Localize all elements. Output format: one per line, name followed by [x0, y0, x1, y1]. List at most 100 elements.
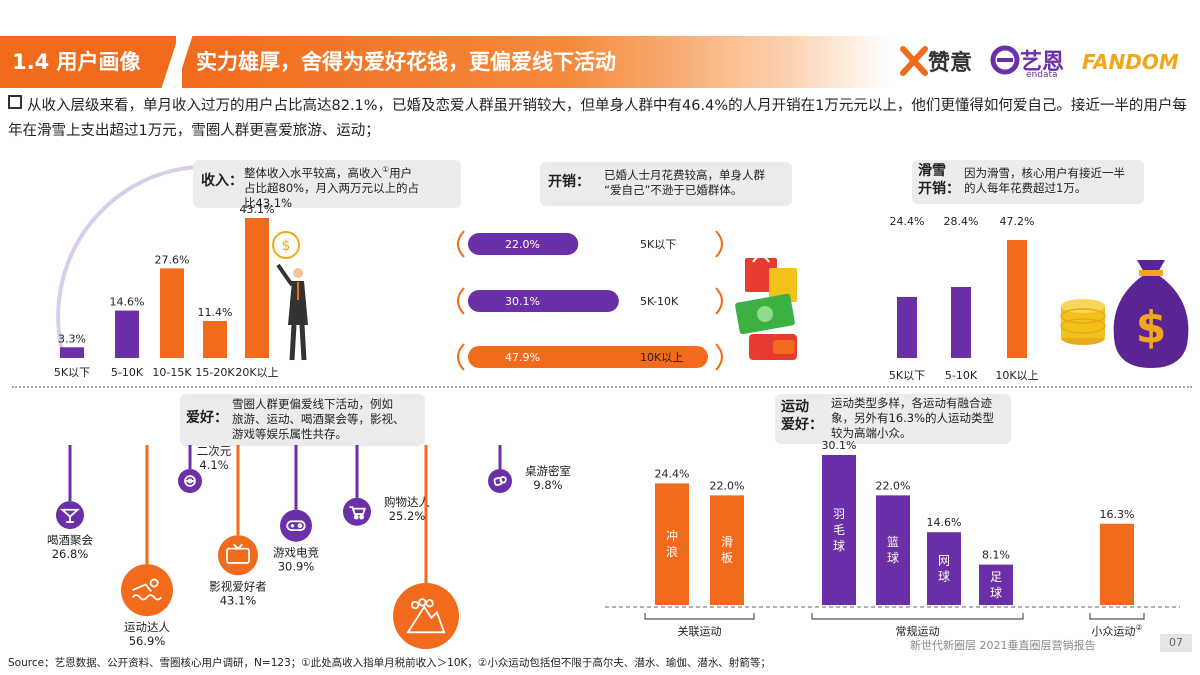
travel-icon [406, 598, 446, 634]
logo-endata: 艺恩 endata [990, 44, 1064, 80]
income-note-line3: 比43.1% [244, 195, 293, 210]
sport-category-char-2-2: 球 [833, 539, 845, 553]
income-bar-2 [160, 268, 184, 358]
hobby-value-label-3: 43.1% [220, 593, 257, 607]
ski-category-label-0: 5K以下 [889, 369, 925, 382]
ski-bar-1 [951, 287, 971, 358]
spend-bar-2 [468, 346, 708, 368]
money-bag-icon: $ [1060, 260, 1189, 368]
income-note-sup: ① [382, 165, 390, 174]
hobby-value-label-4: 30.9% [278, 560, 315, 574]
cart-icon [349, 506, 366, 520]
hobby-circle-0 [56, 501, 84, 530]
ski-note-line1: 因为滑雪，核心用户有接近一半 [964, 166, 1125, 180]
sport-bar-1 [710, 495, 744, 605]
hobby-circle-4 [280, 509, 312, 542]
businessman-icon: $ [272, 231, 308, 361]
sport-category-char-4-0: 网 [938, 554, 950, 568]
sport-group-sup-2: ② [1135, 623, 1142, 632]
income-category-label-3: 15-20K [195, 366, 235, 379]
sport-value-label-3: 22.0% [876, 479, 911, 492]
sport-group-bracket-0 [644, 613, 755, 620]
spend-category-label-1: 5K-10K [640, 295, 679, 308]
income-bar-3 [203, 320, 227, 358]
report-name: 新世代新圈层 2021垂直圈层营销报告 [910, 639, 1096, 652]
sport-category-char-1-0: 滑 [721, 535, 733, 549]
spend-note-head: 开销： [548, 174, 590, 190]
ski-note-head1: 滑雪 [918, 163, 946, 179]
sport-category-char-3-1: 球 [887, 551, 899, 565]
income-category-label-1: 5-10K [111, 366, 144, 379]
sport-category-char-4-1: 球 [938, 570, 950, 584]
gamepad-icon [286, 520, 306, 532]
sport-note-body: 运动类型多样，各运动有融合迹 象，另外有16.3%的人运动类型 较为高端小众。 [831, 396, 994, 441]
income-value-label-1: 14.6% [110, 296, 145, 309]
spend-bracket-left-0 [457, 230, 465, 258]
income-chart: 3.3% 5K以下 14.6% 5-10K 27.6% 10-15K 11.4% 15-20K… [54, 205, 279, 379]
spend-note-line2: “爱自己”不逊于已婚群体。 [604, 183, 743, 197]
spend-bracket-right-2 [715, 343, 723, 371]
logo-endata-sub: endata [1026, 70, 1058, 80]
logo-zanyi: 赞意 [900, 44, 972, 80]
income-note: 收入： 整体收入水平较高，高收入①用户 占比超80%，月入两万元以上的占 比43… [193, 160, 461, 210]
sport-note-head2: 爱好： [781, 417, 823, 433]
anime-icon [184, 475, 196, 487]
spend-value-label-1: 30.1% [505, 295, 540, 308]
sport-note: 运动 爱好： 运动类型多样，各运动有融合迹 象，另外有16.3%的人运动类型 较为… [775, 394, 1011, 444]
ski-category-label-2: 10K以上 [995, 369, 1038, 382]
sport-bar-0 [655, 483, 689, 605]
ski-chart: 24.4% 5K以下 28.4% 5-10K 47.2% 10K以上 [889, 215, 1039, 382]
section-divider [12, 386, 1192, 388]
spend-bar-0 [468, 233, 579, 255]
spend-bracket-left-1 [457, 287, 465, 315]
sport-bar-2 [822, 455, 856, 605]
sport-bar-3 [876, 495, 910, 605]
logo-zanyi-text: 赞意 [928, 51, 973, 76]
hobby-category-label-4: 游戏电竞 [273, 546, 319, 560]
income-note-line1: 整体收入水平较高，高收入 [244, 165, 382, 180]
hobby-circle-1 [121, 564, 173, 617]
page-number: 07 [1160, 634, 1192, 652]
spend-chart: 22.0% 5K以下 30.1% 5K-10K 47.9% 10K以上 [457, 230, 723, 371]
ski-note-line2: 的人每年花费超过1万。 [964, 181, 1087, 195]
ski-note: 滑雪 开销： 因为滑雪，核心用户有接近一半 的人每年花费超过1万。 [912, 160, 1144, 204]
sport-value-label-5: 8.1% [982, 549, 1010, 562]
spend-note-line1: 已婚人士月花费较高，单身人群 [604, 168, 765, 182]
hobby-note: 爱好： 雪圈人群更偏爱线下活动，例如 旅游、运动、喝酒聚会等，影视、 游戏等娱乐… [180, 394, 425, 446]
sport-value-label-0: 24.4% [655, 467, 690, 480]
sport-category-char-3-0: 篮 [887, 534, 899, 549]
hobby-note-line3: 游戏等娱乐属性共存。 [232, 427, 347, 441]
hobby-note-head: 爱好： [186, 410, 228, 426]
income-note-line2: 占比超80%，月入两万元以上的占 [244, 180, 420, 195]
spend-bar-1 [468, 290, 619, 312]
shopping-money-icon [735, 255, 797, 360]
cocktail-icon [59, 508, 81, 523]
sport-note-line3: 较为高端小众。 [831, 426, 912, 440]
income-bar-4 [245, 218, 269, 358]
hobby-note-line1: 雪圈人群更偏爱线下活动，例如 [232, 397, 393, 411]
spend-note-body: 已婚人士月花费较高，单身人群 “爱自己”不逊于已婚群体。 [604, 168, 765, 198]
income-category-label-2: 10-15K [152, 366, 192, 379]
sport-category-char-2-1: 毛 [833, 523, 845, 537]
hobby-category-label-0: 喝酒聚会 [47, 533, 93, 547]
sport-note-line1: 运动类型多样，各运动有融合迹 [831, 396, 992, 410]
sport-bar-5 [979, 564, 1013, 605]
tv-icon [226, 543, 250, 564]
ski-bar-0 [897, 297, 917, 358]
income-note-line1b: 用户 [389, 165, 413, 180]
income-bar-1 [115, 310, 139, 358]
sport-group-bracket-2 [1089, 613, 1145, 620]
sport-chart: 24.4%冲浪22.0%滑板30.1%羽毛球22.0%篮球14.6%网球8.1%… [605, 440, 1180, 638]
ski-category-label-1: 5-10K [945, 369, 978, 382]
dice-icon [493, 476, 507, 487]
page-title: 实力雄厚，舍得为爱好花钱，更偏爱线下活动 [182, 36, 890, 88]
sport-category-char-2-0: 羽 [833, 507, 845, 521]
hobby-circle-6 [393, 583, 459, 649]
zanyi-logo-icon [900, 46, 928, 76]
sport-category-char-5-0: 足 [990, 570, 1002, 584]
intro-paragraph: 从收入层级来看，单月收入过万的用户占比高达82.1%，已婚及恋爱人群虽开销较大，… [8, 94, 1193, 144]
hobby-value-label-7: 9.8% [533, 478, 562, 492]
hobby-category-label-2: 二次元 [197, 445, 232, 458]
sport-value-label-1: 22.0% [710, 479, 745, 492]
